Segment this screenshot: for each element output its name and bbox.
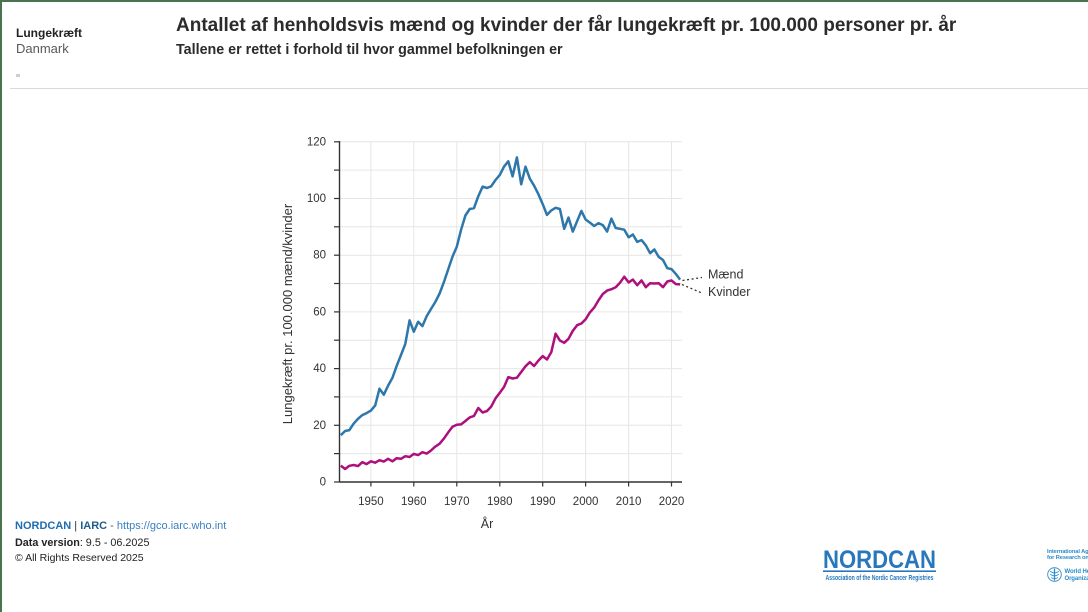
svg-text:2010: 2010 xyxy=(616,496,642,508)
svg-text:NORDCAN: NORDCAN xyxy=(823,546,936,574)
svg-text:1960: 1960 xyxy=(401,496,427,508)
svg-text:Mænd: Mænd xyxy=(708,268,743,282)
svg-text:60: 60 xyxy=(313,306,326,318)
svg-text:Kvinder: Kvinder xyxy=(708,285,750,299)
svg-text:2020: 2020 xyxy=(659,496,685,508)
svg-text:År: År xyxy=(481,516,494,531)
svg-text:40: 40 xyxy=(313,363,326,375)
svg-text:1950: 1950 xyxy=(358,496,384,508)
svg-text:100: 100 xyxy=(307,193,326,205)
svg-text:Lungekræft pr. 100.000 mænd/kv: Lungekræft pr. 100.000 mænd/kvinder xyxy=(280,203,295,424)
svg-text:0: 0 xyxy=(320,477,326,489)
svg-text:80: 80 xyxy=(313,250,326,262)
svg-text:120: 120 xyxy=(307,136,326,148)
svg-text:1980: 1980 xyxy=(487,496,513,508)
svg-text:1970: 1970 xyxy=(444,496,470,508)
svg-text:1990: 1990 xyxy=(530,496,556,508)
svg-text:20: 20 xyxy=(313,420,326,432)
svg-text:2000: 2000 xyxy=(573,496,599,508)
svg-text:Association of the Nordic Canc: Association of the Nordic Cancer Registr… xyxy=(826,573,934,582)
